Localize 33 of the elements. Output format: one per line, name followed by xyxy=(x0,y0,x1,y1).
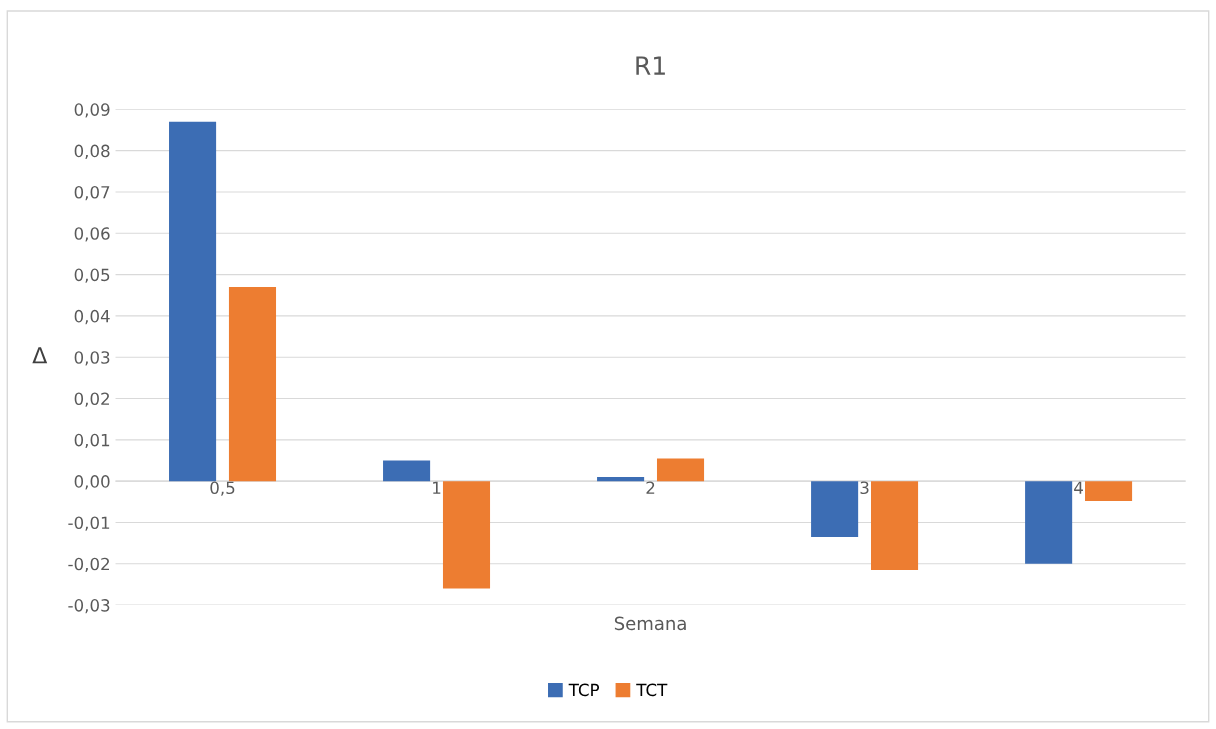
legend-label: TCP xyxy=(568,683,600,697)
x-tick-label: 0,5 xyxy=(210,481,235,496)
bar xyxy=(442,481,491,589)
x-tick-label: 2 xyxy=(646,481,655,494)
bar xyxy=(871,481,919,570)
bar xyxy=(383,460,431,482)
y-tick-label: 0,02 xyxy=(74,392,109,407)
y-axis-title: Δ xyxy=(32,347,48,364)
y-tick-label: 0,08 xyxy=(74,144,110,159)
bar xyxy=(656,458,705,482)
x-tick-label: 1 xyxy=(433,481,441,494)
chart-title: R1 xyxy=(636,56,665,75)
y-tick-label: 0,01 xyxy=(74,433,110,449)
bar xyxy=(1085,481,1133,501)
bar xyxy=(811,481,859,537)
bar xyxy=(597,477,645,482)
y-tick-label: 0,05 xyxy=(74,268,110,283)
y-tick-label: -0,02 xyxy=(68,557,109,573)
y-tick-label: -0,03 xyxy=(68,599,110,614)
y-tick-label: 0,00 xyxy=(74,475,110,490)
bar xyxy=(228,286,277,482)
x-axis-title: Semana xyxy=(614,616,686,631)
bar xyxy=(1025,481,1073,564)
bar xyxy=(169,121,217,482)
y-tick-label: 0,09 xyxy=(74,103,110,118)
y-tick-label: 0,07 xyxy=(74,185,110,201)
legend-label: TCT xyxy=(636,683,668,697)
y-tick-label: 0,03 xyxy=(74,351,110,366)
x-tick-label: 3 xyxy=(860,481,869,495)
y-tick-label: 0,06 xyxy=(74,227,110,242)
y-tick-label: 0,04 xyxy=(74,309,110,325)
x-tick-label: 4 xyxy=(1074,481,1083,494)
y-tick-label: -0,01 xyxy=(68,516,110,531)
